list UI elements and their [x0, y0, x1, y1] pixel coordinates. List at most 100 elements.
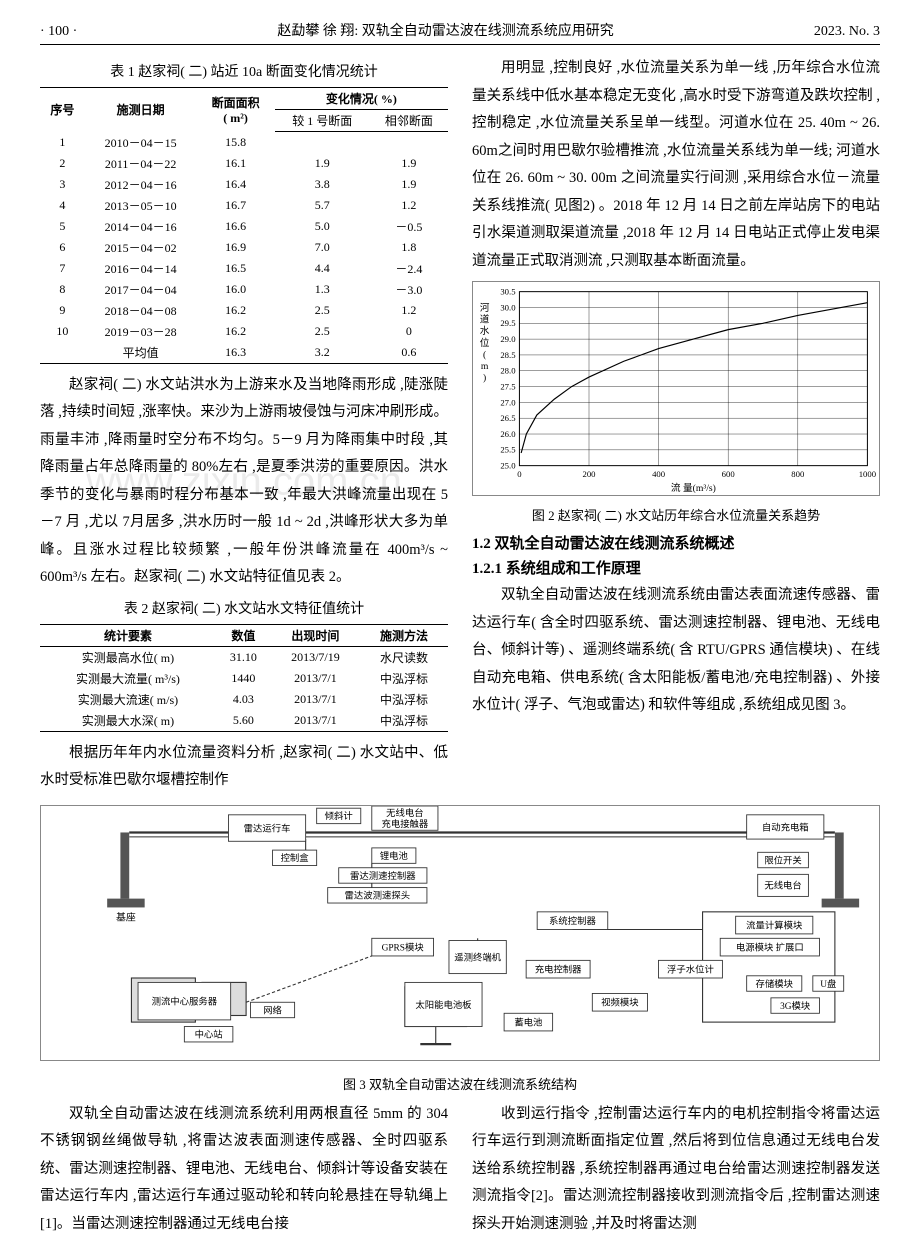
svg-text:25.0: 25.0 — [500, 461, 516, 471]
table1-caption: 表 1 赵家祠( 二) 站近 10a 断面变化情况统计 — [40, 61, 448, 81]
svg-text:自动充电箱: 自动充电箱 — [762, 821, 809, 833]
table-row: 22011－04－2216.11.91.9 — [40, 153, 448, 174]
left-paragraph-2: 根据历年年内水位流量资料分析 ,赵家祠( 二) 水文站中、低水时受标准巴歇尔堰槽… — [40, 740, 448, 795]
bottom-left-para: 双轨全自动雷达波在线测流系统利用两根直径 5mm 的 304 不锈钢钢丝绳做导轨… — [40, 1101, 448, 1239]
svg-text:28.5: 28.5 — [500, 350, 515, 360]
svg-text:流 量(m³/s): 流 量(m³/s) — [671, 482, 716, 494]
svg-text:流量计算模块: 流量计算模块 — [746, 919, 803, 931]
svg-text:(: ( — [483, 350, 486, 361]
svg-text:电源模块 扩展口: 电源模块 扩展口 — [736, 941, 804, 953]
svg-text:无线电台: 无线电台 — [764, 880, 801, 892]
section-1-2-1: 1.2.1 系统组成和工作原理 — [472, 557, 880, 578]
svg-text:29.5: 29.5 — [500, 319, 515, 329]
table-row: 实测最大水深( m)5.602013/7/1中泓浮标 — [40, 710, 448, 732]
svg-text:河: 河 — [480, 302, 490, 314]
svg-text:位: 位 — [480, 337, 490, 349]
svg-text:中心站: 中心站 — [195, 1029, 223, 1041]
section-1-2: 1.2 双轨全自动雷达波在线测流系统概述 — [472, 532, 880, 553]
table-row: 92018－04－0816.22.51.2 — [40, 300, 448, 321]
svg-text:充电控制器: 充电控制器 — [535, 963, 582, 975]
t1-h-vs1: 较 1 号断面 — [275, 110, 370, 132]
table-row: 82017－04－0416.01.3－3.0 — [40, 279, 448, 300]
page-header: · 100 · 赵勐攀 徐 翔: 双轨全自动雷达波在线测流系统应用研究 2023… — [40, 20, 880, 45]
table-row: 实测最高水位( m)31.102013/7/19水尺读数 — [40, 646, 448, 668]
stage-discharge-chart: 0200400600800100025.025.526.026.527.027.… — [472, 281, 880, 496]
table-row: 32012－04－1616.43.81.9 — [40, 174, 448, 195]
svg-text:26.5: 26.5 — [500, 413, 515, 423]
svg-text:蓄电池: 蓄电池 — [514, 1016, 542, 1028]
t1-h-area: 断面面积 ( m²) — [196, 88, 274, 132]
left-paragraph-1: 赵家祠( 二) 水文站洪水为上游来水及当地降雨形成 ,陡涨陡落 ,持续时间短 ,… — [40, 372, 448, 592]
t2-h2: 数值 — [216, 624, 271, 646]
t2-h4: 施测方法 — [360, 624, 448, 646]
svg-text:浮子水位计: 浮子水位计 — [667, 963, 714, 975]
table-row: 42013－05－1016.75.71.2 — [40, 195, 448, 216]
header-meta: 2023. No. 3 — [814, 24, 880, 40]
svg-text:道: 道 — [480, 314, 490, 326]
svg-text:锂电池: 锂电池 — [380, 850, 408, 862]
t1-h-seq: 序号 — [40, 88, 85, 132]
svg-text:水: 水 — [480, 326, 490, 338]
svg-text:网络: 网络 — [263, 1004, 282, 1016]
svg-text:雷达波测速探头: 雷达波测速探头 — [345, 890, 411, 902]
table-row: 62015－04－0216.97.01.8 — [40, 237, 448, 258]
table1: 序号 施测日期 断面面积 ( m²) 变化情况( %) 较 1 号断面 相邻断面… — [40, 87, 448, 364]
svg-text:27.0: 27.0 — [500, 398, 516, 408]
fig2-caption: 图 2 赵家祠( 二) 水文站历年综合水位流量关系趋势 — [472, 505, 880, 524]
t2-h1: 统计要素 — [40, 624, 216, 646]
svg-text:控制盒: 控制盒 — [281, 852, 310, 864]
table-row: 实测最大流量( m³/s)14402013/7/1中泓浮标 — [40, 668, 448, 689]
page-number: · 100 · — [40, 24, 77, 40]
table-row: 102019－03－2816.22.50 — [40, 321, 448, 342]
svg-text:无线电台: 无线电台 — [386, 807, 423, 819]
svg-text:26.0: 26.0 — [500, 429, 516, 439]
svg-text:30.5: 30.5 — [500, 287, 515, 297]
svg-text:雷达测速控制器: 雷达测速控制器 — [350, 870, 416, 882]
svg-text:视频模块: 视频模块 — [601, 997, 639, 1009]
svg-text:测流中心服务器: 测流中心服务器 — [152, 995, 218, 1007]
svg-text:3G模块: 3G模块 — [780, 1000, 811, 1012]
table-row: 12010－04－1515.8 — [40, 132, 448, 153]
svg-text:0: 0 — [517, 470, 522, 480]
table2: 统计要素 数值 出现时间 施测方法 实测最高水位( m)31.102013/7/… — [40, 624, 448, 732]
svg-text:限位开关: 限位开关 — [764, 854, 801, 866]
left-column: 表 1 赵家祠( 二) 站近 10a 断面变化情况统计 序号 施测日期 断面面积… — [40, 55, 448, 795]
svg-text:雷达运行车: 雷达运行车 — [244, 822, 291, 834]
svg-text:基座: 基座 — [116, 911, 136, 924]
svg-text:29.0: 29.0 — [500, 334, 516, 344]
svg-text:U盘: U盘 — [820, 978, 836, 990]
header-title: 赵勐攀 徐 翔: 双轨全自动雷达波在线测流系统应用研究 — [77, 20, 814, 40]
svg-text:200: 200 — [582, 470, 596, 480]
fig3-caption: 图 3 双轨全自动雷达波在线测流系统结构 — [40, 1074, 880, 1093]
svg-text:太阳能电池板: 太阳能电池板 — [415, 999, 472, 1011]
svg-text:充电接触器: 充电接触器 — [381, 818, 428, 830]
svg-text:m: m — [481, 361, 489, 372]
svg-text:28.0: 28.0 — [500, 366, 516, 376]
svg-text:1000: 1000 — [859, 470, 877, 480]
t1-h-date: 施测日期 — [85, 88, 197, 132]
right-paragraph-1: 用明显 ,控制良好 ,水位流量关系为单一线 ,历年综合水位流量关系线中低水基本稳… — [472, 55, 880, 275]
svg-text:系统控制器: 系统控制器 — [549, 915, 596, 927]
svg-text:存储模块: 存储模块 — [756, 978, 794, 990]
table-row: 实测最大流速( m/s)4.032013/7/1中泓浮标 — [40, 689, 448, 710]
t1-h-adj: 相邻断面 — [370, 110, 448, 132]
right-column: 用明显 ,控制良好 ,水位流量关系为单一线 ,历年综合水位流量关系线中低水基本稳… — [472, 55, 880, 795]
svg-text:GPRS模块: GPRS模块 — [382, 941, 425, 953]
svg-text:400: 400 — [652, 470, 666, 480]
t1-h-change: 变化情况( %) — [275, 88, 448, 110]
table-row: 72016－04－1416.54.4－2.4 — [40, 258, 448, 279]
svg-text:25.5: 25.5 — [500, 445, 515, 455]
system-diagram: 基座雷达运行车倾斜计无线电台充电接触器自动充电箱控制盒锂电池雷达测速控制器雷达波… — [40, 805, 880, 1061]
svg-text:倾斜计: 倾斜计 — [325, 810, 353, 822]
table2-caption: 表 2 赵家祠( 二) 水文站水文特征值统计 — [40, 598, 448, 618]
svg-text:): ) — [483, 373, 486, 384]
svg-text:遥测终端机: 遥测终端机 — [454, 951, 501, 963]
bottom-right-para: 收到运行指令 ,控制雷达运行车内的电机控制指令将雷达运行车运行到测流断面指定位置… — [472, 1101, 880, 1239]
right-paragraph-2: 双轨全自动雷达波在线测流系统由雷达表面流速传感器、雷达运行车( 含全时四驱系统、… — [472, 582, 880, 720]
svg-text:30.0: 30.0 — [500, 303, 516, 313]
t2-h3: 出现时间 — [271, 624, 360, 646]
svg-text:800: 800 — [791, 470, 805, 480]
table-row: 52014－04－1616.65.0－0.5 — [40, 216, 448, 237]
table-row: 平均值16.33.20.6 — [40, 342, 448, 364]
svg-text:27.5: 27.5 — [500, 382, 515, 392]
